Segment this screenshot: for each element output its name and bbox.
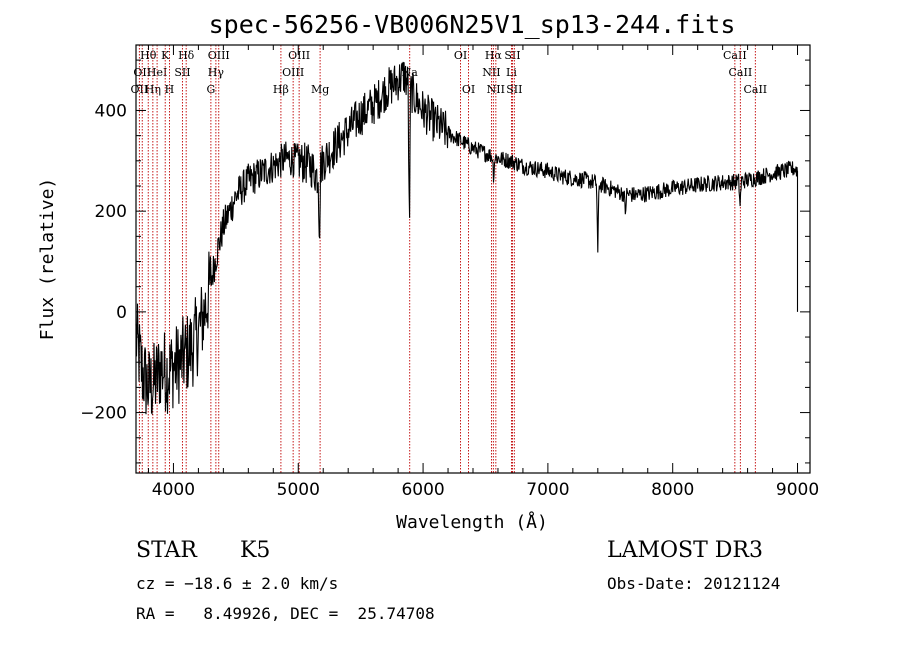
line-marker-label: OII (131, 83, 149, 96)
line-marker-label: NII (487, 83, 505, 96)
y-tick-label: −200 (80, 404, 127, 424)
survey-name: LAMOST DR3 (607, 538, 763, 563)
line-marker-label: K (161, 49, 170, 62)
line-marker-label: OIII (208, 49, 230, 62)
line-marker-label: SII (174, 66, 190, 79)
line-marker-label: CaII (729, 66, 753, 79)
line-marker-label: Hβ (273, 83, 289, 96)
y-tick-label: 200 (95, 202, 127, 222)
observation-date: Obs-Date: 20121124 (607, 574, 781, 593)
line-marker-label: OI (462, 83, 475, 96)
line-marker-label: SII (504, 49, 520, 62)
spectral-line-markers: OII OII Hθ Hη HeI K H SII Hδ G Hγ OIII Hβ OIII OIII Mg N… (131, 45, 767, 473)
line-marker-label: CaII (743, 83, 767, 96)
line-marker-label: SII (506, 83, 522, 96)
line-marker-label: Hδ (178, 49, 195, 62)
chart-title: spec-56256-VB006N25V1_sp13-244.fits (209, 10, 736, 39)
line-marker-label: Hα (485, 49, 503, 62)
axis-ticks: 4000 5000 6000 7000 8000 9000 −200 0 200 400 (80, 45, 819, 500)
line-marker-label: HeI (147, 66, 167, 79)
y-tick-label: 400 (95, 101, 127, 121)
x-tick-label: 5000 (277, 480, 320, 500)
object-class: STAR (136, 538, 197, 563)
line-marker-label: OII (133, 66, 151, 79)
line-marker-label: G (206, 83, 215, 96)
line-marker-label: CaII (723, 49, 747, 62)
line-marker-label: OIII (288, 49, 310, 62)
x-tick-label: 8000 (651, 480, 694, 500)
plot-frame (135, 44, 811, 474)
x-tick-label: 6000 (401, 480, 444, 500)
line-marker-label: H (165, 83, 175, 96)
line-marker-label: OIII (282, 66, 304, 79)
line-marker-label: Li (506, 66, 517, 79)
line-marker-label: OI (454, 49, 467, 62)
x-tick-label: 4000 (152, 480, 195, 500)
x-axis-label: Wavelength (Å) (396, 511, 548, 533)
x-tick-label: 9000 (776, 480, 819, 500)
redshift-velocity: cz = −18.6 ± 2.0 km/s (136, 574, 339, 593)
spectrum-line (135, 61, 799, 416)
sky-coordinates: RA = 8.49926, DEC = 25.74708 (136, 604, 435, 623)
object-subclass: K5 (240, 538, 271, 563)
y-axis-label: Flux (relative) (37, 178, 58, 341)
line-marker-label: Hγ (208, 66, 225, 79)
line-marker-label: Hη (145, 83, 161, 96)
y-tick-label: 0 (116, 303, 127, 323)
line-marker-label: Hθ (140, 49, 157, 62)
line-marker-label: Mg (311, 83, 329, 96)
line-marker-label: NII (482, 66, 500, 79)
x-tick-label: 7000 (526, 480, 569, 500)
